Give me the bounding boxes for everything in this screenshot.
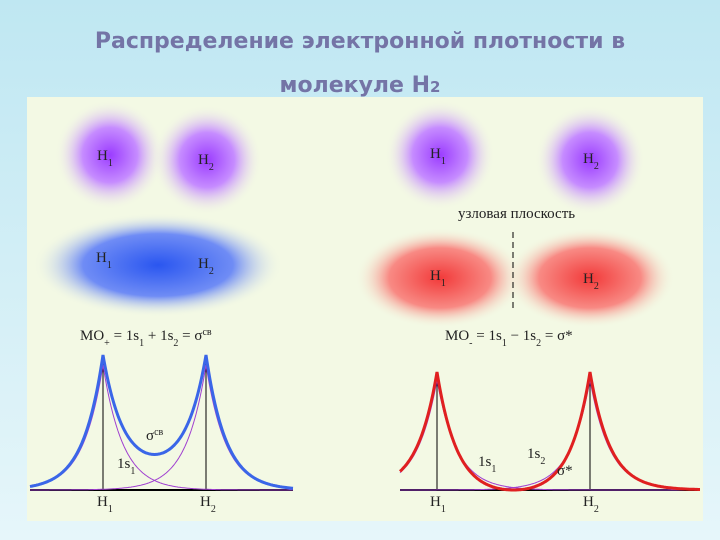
title-line1: Распределение электронной плотности в	[95, 29, 625, 54]
label-part: = σ	[178, 328, 202, 344]
label-part: H	[430, 268, 441, 284]
label-part: 1	[441, 156, 446, 167]
formula: MO- = 1s1 − 1s2 = σ*	[445, 328, 573, 349]
label-part: 1	[502, 338, 507, 349]
label-part: 1	[108, 158, 113, 169]
label-part: MO	[80, 328, 104, 344]
label-part: H	[198, 256, 209, 272]
label-part: +	[104, 338, 110, 349]
orbital-label: σ*	[557, 463, 573, 479]
atom-orbital	[535, 105, 645, 215]
label-part: H	[96, 250, 107, 266]
label-part: = 1s	[473, 328, 502, 344]
label-part: 2	[209, 266, 214, 277]
label-part: 1s	[478, 454, 492, 470]
label-part: 2	[540, 456, 545, 467]
label-part: H	[198, 152, 209, 168]
nucleus-label: H1	[97, 494, 113, 515]
label-part: = σ*	[541, 328, 573, 344]
title-text: молекуле H	[280, 73, 431, 98]
atom-label: H2	[583, 271, 599, 292]
label-part: H	[583, 151, 594, 167]
atom-label: H1	[430, 146, 446, 167]
atom-orbital	[385, 100, 495, 210]
antibonding-density	[398, 371, 700, 492]
label-part: H	[97, 148, 108, 164]
title-sub: 2	[430, 78, 440, 96]
label-part: -	[469, 338, 472, 349]
orbitals	[33, 100, 675, 328]
label-part: H	[583, 271, 594, 287]
atom-orbital	[55, 100, 165, 210]
label-part: 1	[108, 504, 113, 515]
label-part: 2	[536, 338, 541, 349]
label-part: − 1s	[507, 328, 536, 344]
atom-label: H2	[198, 152, 214, 173]
orbital-label: 1s1	[117, 456, 135, 477]
label-part: 1	[130, 466, 135, 477]
label-part: 2	[211, 504, 216, 515]
orbital-label: 1s1	[478, 454, 496, 475]
label-part: 2	[594, 281, 599, 292]
title-line2: молекуле H2	[280, 73, 441, 98]
label-part: σ*	[557, 463, 573, 479]
label-part: H	[583, 494, 594, 510]
atom-label: H1	[96, 250, 112, 271]
label-part: св	[202, 327, 211, 338]
label-part: H	[200, 494, 211, 510]
label-part: узловая плоскость	[458, 206, 575, 222]
atom-label: H1	[97, 148, 113, 169]
orbital-label: σсв	[146, 427, 164, 445]
bonding-orbital	[33, 213, 283, 317]
label-part: 2	[209, 162, 214, 173]
nucleus-label: H1	[430, 494, 446, 515]
plots	[29, 354, 701, 492]
atom-label: H2	[198, 256, 214, 277]
atom-orbital	[152, 105, 262, 215]
label-part: 1	[107, 260, 112, 271]
label-part: H	[430, 494, 441, 510]
label-part: + 1s	[144, 328, 173, 344]
label-part: 1	[491, 464, 496, 475]
label-part: 1s	[527, 446, 541, 462]
label-part: H	[97, 494, 108, 510]
antibonding-lobe	[355, 228, 525, 328]
label-part: H	[430, 146, 441, 162]
label-part: 1s	[117, 456, 131, 472]
label-part: 2	[594, 504, 599, 515]
label-part: = 1s	[110, 328, 139, 344]
label-part: 1	[441, 504, 446, 515]
nucleus-label: H2	[583, 494, 599, 515]
label-part: 2	[173, 338, 178, 349]
nodal-plane-label: узловая плоскость	[458, 206, 575, 222]
nucleus-label: H2	[200, 494, 216, 515]
formula: MO+ = 1s1 + 1s2 = σсв	[80, 327, 212, 349]
atom-label: H2	[583, 151, 599, 172]
label-part: 1	[139, 338, 144, 349]
label-part: MO	[445, 328, 469, 344]
antibonding-lobe	[505, 228, 675, 328]
label-part: 1	[441, 278, 446, 289]
label-part: σ	[146, 428, 154, 444]
orbital-label: 1s2	[527, 446, 545, 467]
label-part: 2	[594, 161, 599, 172]
label-part: св	[154, 427, 163, 438]
bonding-density	[29, 354, 294, 490]
atom-label: H1	[430, 268, 446, 289]
